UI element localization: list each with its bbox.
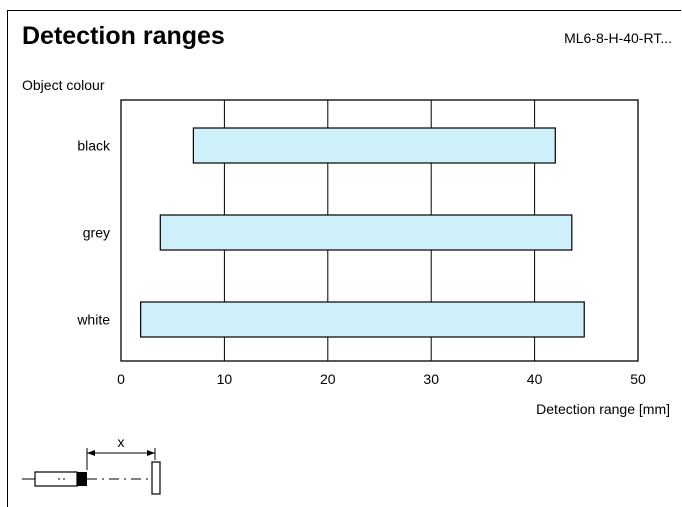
target-object bbox=[151, 461, 161, 495]
chart-title: Detection ranges bbox=[22, 22, 225, 50]
category-label-black: black bbox=[77, 138, 111, 154]
figure-frame bbox=[7, 10, 681, 507]
bar-white bbox=[140, 301, 585, 338]
bar-black bbox=[192, 127, 556, 164]
distance-label: x bbox=[118, 434, 125, 450]
model-number: ML6-8-H-40-RT... bbox=[564, 30, 672, 46]
x-tick-labels: 0 10 20 30 40 50 bbox=[117, 371, 646, 387]
sensor-body bbox=[34, 471, 78, 487]
bars bbox=[140, 127, 585, 338]
dimension-arrow-right bbox=[147, 450, 155, 456]
x-tick-40: 40 bbox=[527, 371, 543, 387]
y-axis-label: Object colour bbox=[22, 77, 105, 93]
x-axis-label: Detection range [mm] bbox=[536, 401, 670, 417]
x-tick-30: 30 bbox=[423, 371, 439, 387]
x-tick-50: 50 bbox=[630, 371, 646, 387]
sensor-diagram: x bbox=[22, 434, 161, 495]
plot-area bbox=[120, 99, 639, 362]
category-label-white: white bbox=[76, 312, 110, 328]
x-tick-20: 20 bbox=[320, 371, 336, 387]
x-tick-10: 10 bbox=[217, 371, 233, 387]
category-label-grey: grey bbox=[83, 225, 110, 241]
bar-grey bbox=[159, 214, 573, 251]
dimension-arrow-left bbox=[87, 450, 95, 456]
category-labels: black grey white bbox=[76, 138, 111, 328]
sensor-lens bbox=[77, 472, 87, 486]
x-tick-0: 0 bbox=[117, 371, 125, 387]
